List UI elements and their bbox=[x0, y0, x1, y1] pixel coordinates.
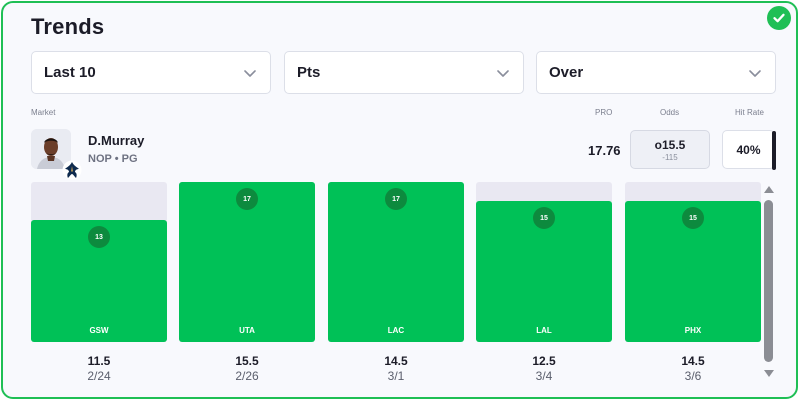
odds-button[interactable]: o15.5 -115 bbox=[630, 130, 710, 169]
market-column-header: Market bbox=[31, 108, 56, 117]
game-bar-4[interactable]: 15 LAL bbox=[476, 182, 612, 342]
scrollbar-thumb[interactable] bbox=[764, 200, 773, 362]
page-title: Trends bbox=[31, 14, 105, 39]
opponent-label: UTA bbox=[239, 326, 255, 335]
chevron-down-icon bbox=[497, 69, 509, 77]
game-line: 12.5 bbox=[532, 354, 556, 368]
game-bar-5[interactable]: 15 PHX bbox=[625, 182, 761, 342]
hit-rate-value: 40% bbox=[736, 142, 761, 157]
pelicans-logo-icon bbox=[62, 160, 82, 180]
points-bubble: 17 bbox=[236, 188, 258, 210]
game-date: 2/24 bbox=[87, 369, 111, 383]
odds-column-header: Odds bbox=[660, 108, 680, 117]
odds-price: -115 bbox=[662, 153, 678, 162]
game-date: 3/4 bbox=[535, 369, 553, 383]
pro-projection-value: 17.76 bbox=[588, 143, 621, 158]
points-bubble: 17 bbox=[385, 188, 407, 210]
opponent-label: LAL bbox=[536, 326, 552, 335]
player-name: D.Murray bbox=[88, 133, 145, 148]
player-team-position: NOP • PG bbox=[88, 153, 138, 165]
game-line: 11.5 bbox=[87, 354, 111, 368]
player-avatar bbox=[31, 129, 71, 169]
opponent-label: PHX bbox=[684, 326, 702, 335]
points-bubble: 15 bbox=[682, 207, 704, 229]
odds-line: o15.5 bbox=[654, 138, 686, 152]
range-dropdown[interactable]: Last 10 bbox=[31, 51, 271, 94]
game-line: 15.5 bbox=[235, 354, 259, 368]
pro-column-header: PRO bbox=[595, 108, 613, 117]
direction-dropdown-label: Over bbox=[549, 64, 584, 81]
points-bubble: 13 bbox=[88, 226, 110, 248]
game-date: 2/26 bbox=[235, 369, 259, 383]
game-bar-3[interactable]: 17 LAC bbox=[328, 182, 464, 342]
hit-rate-column-header: Hit Rate bbox=[735, 108, 764, 117]
game-date: 3/1 bbox=[387, 369, 405, 383]
opponent-label: GSW bbox=[89, 326, 109, 335]
range-dropdown-label: Last 10 bbox=[44, 64, 96, 81]
check-circle-icon bbox=[767, 6, 791, 30]
stat-dropdown[interactable]: Pts bbox=[284, 51, 524, 94]
direction-dropdown[interactable]: Over bbox=[536, 51, 776, 94]
game-line: 14.5 bbox=[384, 354, 408, 368]
opponent-label: LAC bbox=[387, 326, 405, 335]
chevron-down-icon bbox=[244, 69, 256, 77]
game-bar-2[interactable]: 17 UTA bbox=[179, 182, 315, 342]
points-bubble: 15 bbox=[533, 207, 555, 229]
game-line: 14.5 bbox=[681, 354, 705, 368]
game-date: 3/6 bbox=[684, 369, 702, 383]
stat-dropdown-label: Pts bbox=[297, 64, 321, 81]
chevron-down-icon bbox=[749, 69, 761, 77]
game-bar-1[interactable]: 13 GSW bbox=[31, 182, 167, 342]
hit-rate-box: 40% bbox=[722, 130, 776, 170]
scroll-down-arrow-icon[interactable] bbox=[763, 369, 775, 379]
hit-rate-indicator bbox=[772, 131, 776, 170]
scroll-up-arrow-icon[interactable] bbox=[763, 184, 775, 194]
